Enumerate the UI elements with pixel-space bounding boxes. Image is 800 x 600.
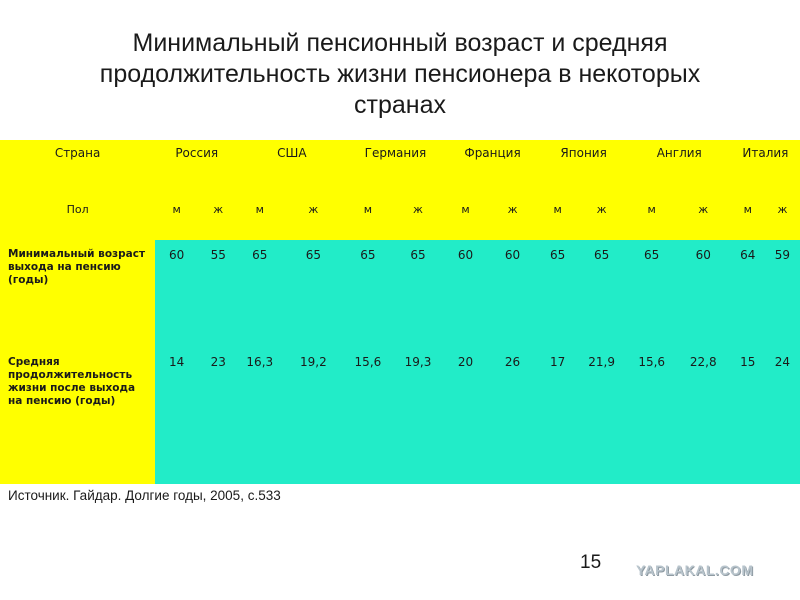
country-header-label: Страна (0, 140, 156, 190)
sex-cell: м (627, 190, 676, 240)
sex-header-row: Пол м ж м ж м ж м ж м ж м ж м ж (0, 190, 800, 240)
sex-header-label: Пол (0, 190, 156, 240)
table-cell: 65 (390, 240, 446, 348)
table-cell: 15,6 (627, 348, 676, 484)
slide-title-line-1: Минимальный пенсионный возраст и средняя (132, 29, 668, 57)
country-header-france: Франция (445, 140, 540, 190)
watermark-logo: YAPLAKAL.COM (636, 562, 754, 578)
country-header-japan: Япония (539, 140, 628, 190)
sex-cell: ж (390, 190, 446, 240)
table-cell: 55 (198, 240, 239, 348)
table-cell: 16,3 (238, 348, 282, 484)
pension-table: Страна Россия США Германия Франция Япони… (0, 140, 800, 484)
table-cell: 24 (764, 348, 800, 484)
table-cell: 19,2 (281, 348, 346, 484)
sex-cell: м (155, 190, 199, 240)
sex-cell: м (539, 190, 576, 240)
table-cell: 17 (539, 348, 576, 484)
slide-title-line-3: странах (354, 91, 446, 119)
country-header-usa: США (238, 140, 346, 190)
table-cell: 14 (155, 348, 199, 484)
table-cell: 15,6 (345, 348, 391, 484)
table-cell: 59 (764, 240, 800, 348)
table-cell: 22,8 (675, 348, 731, 484)
country-header-germany: Германия (345, 140, 446, 190)
table-row-retirement-age: Минимальный возраст выхода на пенсию (го… (0, 240, 800, 348)
country-header-row: Страна Россия США Германия Франция Япони… (0, 140, 800, 190)
sex-cell: ж (575, 190, 628, 240)
slide-title: Минимальный пенсионный возраст и средняя… (40, 28, 760, 121)
table-cell: 20 (445, 348, 486, 484)
sex-cell: ж (764, 190, 800, 240)
sex-cell: ж (485, 190, 540, 240)
sex-cell: ж (198, 190, 239, 240)
table-cell: 15 (730, 348, 765, 484)
slide-title-line-2: продолжительность жизни пенсионера в нек… (99, 60, 701, 88)
table-cell: 64 (730, 240, 765, 348)
country-header-italy: Италия (730, 140, 800, 190)
table-cell: 60 (675, 240, 731, 348)
sex-cell: м (730, 190, 765, 240)
table-row-life-expectancy: Средняя продолжительность жизни после вы… (0, 348, 800, 484)
table-cell: 65 (539, 240, 576, 348)
sex-cell: м (238, 190, 282, 240)
sex-cell: м (345, 190, 391, 240)
table-cell: 65 (238, 240, 282, 348)
page-number: 15 (580, 552, 602, 573)
table-cell: 65 (575, 240, 628, 348)
table-cell: 21,9 (575, 348, 628, 484)
row-label-retirement-age: Минимальный возраст выхода на пенсию (го… (0, 240, 156, 348)
table-cell: 60 (445, 240, 486, 348)
table-cell: 19,3 (390, 348, 446, 484)
country-header-england: Англия (627, 140, 731, 190)
sex-cell: ж (281, 190, 346, 240)
sex-cell: м (445, 190, 486, 240)
table-cell: 65 (345, 240, 391, 348)
table-cell: 60 (155, 240, 199, 348)
row-label-life-expectancy: Средняя продолжительность жизни после вы… (0, 348, 156, 484)
table-cell: 26 (485, 348, 540, 484)
table-cell: 23 (198, 348, 239, 484)
table-cell: 60 (485, 240, 540, 348)
source-note: Источник. Гайдар. Долгие годы, 2005, с.5… (8, 488, 281, 503)
country-header-russia: Россия (155, 140, 239, 190)
sex-cell: ж (675, 190, 731, 240)
table-cell: 65 (627, 240, 676, 348)
table-cell: 65 (281, 240, 346, 348)
